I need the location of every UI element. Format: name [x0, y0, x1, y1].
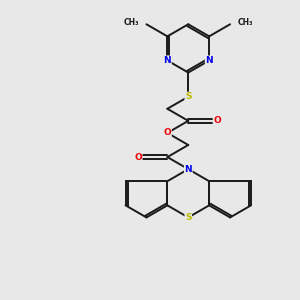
Text: S: S [185, 213, 191, 222]
Text: N: N [184, 165, 192, 174]
Text: CH₃: CH₃ [238, 18, 253, 27]
Text: O: O [164, 128, 171, 137]
Text: S: S [185, 92, 191, 101]
Text: O: O [134, 153, 142, 162]
Text: CH₃: CH₃ [124, 18, 139, 27]
Text: N: N [206, 56, 213, 65]
Text: N: N [164, 56, 171, 65]
Text: O: O [214, 116, 222, 125]
